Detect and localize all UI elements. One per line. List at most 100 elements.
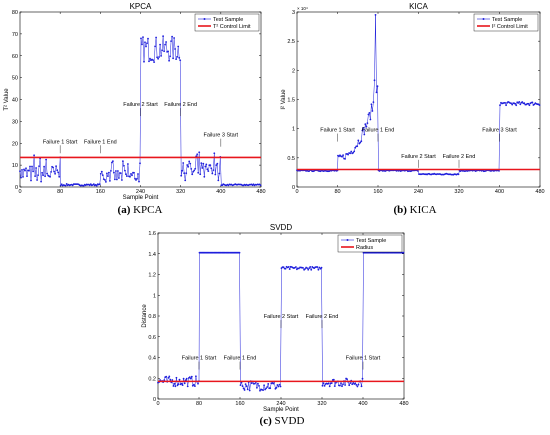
test-sample-point: [144, 41, 146, 44]
test-sample-point: [152, 59, 155, 61]
test-sample-point: [108, 171, 110, 174]
test-sample-point: [71, 184, 74, 187]
test-sample-point: [243, 389, 246, 391]
test-sample-point: [156, 56, 159, 59]
test-sample-point: [275, 386, 278, 389]
test-sample-point: [523, 102, 526, 105]
test-sample-point: [205, 163, 208, 166]
y-tick-label: 0.8: [148, 314, 156, 320]
test-sample-point: [527, 102, 530, 105]
test-sample-point: [186, 385, 189, 388]
caption-letter: (a): [118, 204, 131, 216]
test-sample-point: [40, 180, 42, 183]
test-sample-point: [193, 383, 195, 386]
y-tick-label: 10: [12, 163, 18, 169]
test-sample-point: [117, 170, 119, 172]
test-sample-point: [360, 140, 363, 143]
test-sample-point: [50, 171, 52, 173]
test-sample-point: [282, 266, 285, 269]
test-sample-point: [316, 266, 319, 268]
failure-annotation: Failure 2 Start: [123, 102, 158, 108]
test-sample-point: [139, 162, 141, 165]
test-sample-point: [181, 169, 184, 172]
test-sample-point: [106, 172, 108, 175]
test-sample-point: [191, 173, 194, 176]
test-sample-point: [521, 101, 524, 103]
test-sample-point: [32, 170, 34, 173]
test-sample-point: [248, 389, 251, 392]
test-sample-point: [346, 378, 348, 381]
test-sample-point: [120, 172, 122, 175]
test-sample-point: [25, 167, 27, 170]
x-tick-label: 320: [454, 189, 463, 195]
test-sample-point: [196, 153, 199, 156]
test-sample-point: [499, 104, 501, 107]
test-sample-point: [19, 170, 21, 173]
test-sample-point: [498, 170, 500, 172]
legend-entry: I² Control Limit: [492, 24, 528, 30]
x-tick-label: 160: [373, 189, 382, 195]
caption-text: KICA: [407, 204, 437, 216]
test-sample-point: [98, 183, 101, 186]
test-sample-point: [163, 50, 166, 53]
caption-letter: (b): [393, 204, 407, 216]
test-sample-point: [359, 141, 362, 144]
test-sample-point: [363, 133, 366, 136]
test-sample-point: [374, 14, 377, 16]
y-tick-label: 60: [12, 54, 18, 60]
legend-sample-marker: [346, 239, 349, 241]
test-sample-point: [350, 150, 353, 153]
test-sample-point: [195, 375, 197, 378]
chart-kpca: KPCA 0 80 160 240 320 400 480 0 10 20 30 40 50 60 70 80 S…: [4, 2, 266, 216]
test-sample-point: [124, 169, 126, 172]
test-sample-point: [143, 60, 145, 63]
test-sample-point: [34, 175, 36, 178]
test-sample-point: [188, 376, 191, 378]
failure-annotation: Failure 1 Start: [346, 356, 381, 362]
test-sample-point: [178, 56, 181, 59]
test-sample-point: [402, 251, 405, 254]
test-sample-point: [92, 183, 95, 186]
test-sample-point: [357, 139, 360, 142]
test-sample-point: [136, 177, 138, 180]
y-tick-label: 0.2: [148, 376, 156, 382]
test-sample-point: [215, 164, 218, 167]
test-sample-point: [174, 48, 177, 50]
test-sample-point: [145, 45, 147, 48]
test-sample-point: [239, 384, 242, 386]
test-sample-point: [88, 184, 91, 187]
y-tick-label: 40: [12, 98, 18, 104]
test-sample-point: [309, 266, 312, 268]
test-sample-point: [121, 179, 123, 181]
test-sample-point: [333, 385, 336, 387]
test-sample-point: [302, 267, 304, 269]
test-sample-point: [190, 375, 193, 378]
test-sample-point: [317, 268, 320, 271]
test-sample-point: [154, 45, 157, 48]
test-sample-point: [89, 183, 92, 186]
plot-frame: [296, 11, 541, 188]
test-sample-point: [140, 37, 142, 40]
test-sample-point: [112, 160, 114, 163]
y-tick-label: 1.4: [148, 252, 156, 258]
failure-annotation: Failure 2 End: [164, 102, 197, 108]
test-sample-point: [123, 164, 125, 167]
test-sample-point: [538, 104, 541, 106]
test-sample-point: [242, 387, 245, 390]
test-sample-point: [194, 167, 197, 170]
test-sample-point: [164, 43, 167, 46]
test-sample-point: [349, 152, 352, 155]
test-sample-point: [341, 155, 343, 158]
test-sample-point: [33, 154, 35, 157]
test-sample-point: [328, 385, 331, 388]
test-sample-point: [213, 152, 216, 155]
test-sample-point: [510, 102, 512, 105]
test-sample-point: [185, 172, 188, 175]
test-sample-point: [177, 383, 180, 385]
test-sample-point: [172, 57, 175, 60]
test-sample-point: [101, 174, 104, 177]
y-tick-label: 50: [12, 76, 18, 82]
legend-entry: Test Sample: [492, 17, 522, 23]
